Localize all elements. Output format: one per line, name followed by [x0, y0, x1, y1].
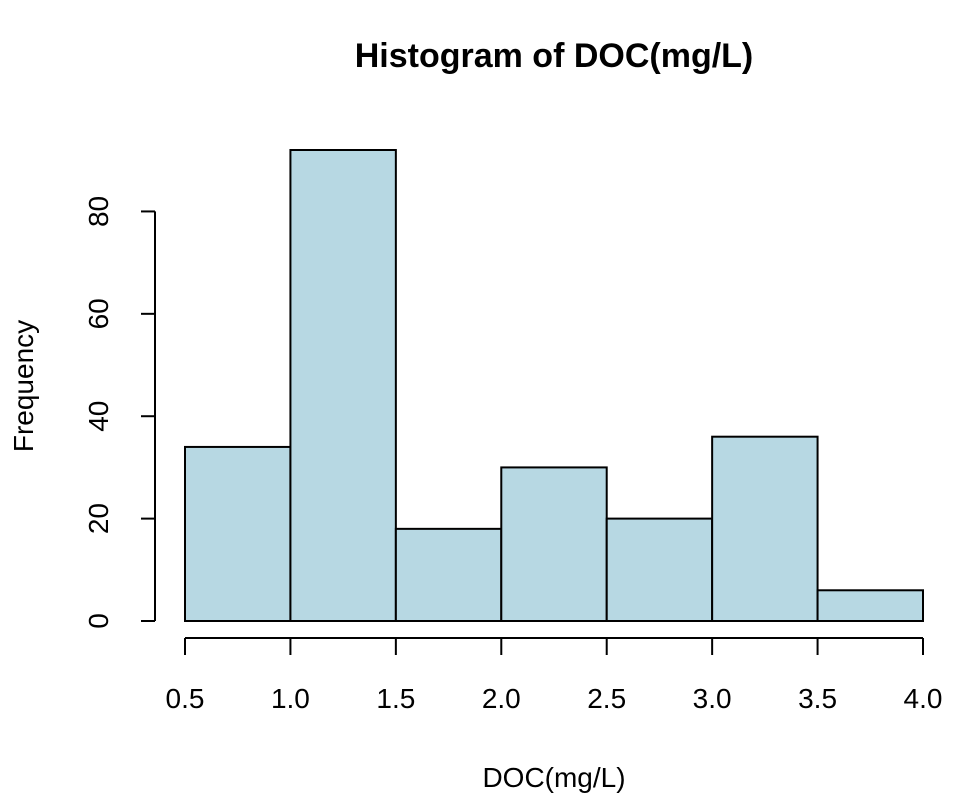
histogram-bar-6 [711, 435, 819, 622]
y-tick-label: 40 [83, 401, 114, 432]
x-tick-label: 2.0 [482, 683, 521, 714]
y-tick-label: 80 [83, 196, 114, 227]
chart-title: Histogram of DOC(mg/L) [355, 37, 754, 75]
x-tick-label: 4.0 [904, 683, 943, 714]
x-axis-label: DOC(mg/L) [482, 762, 625, 793]
x-tick-label: 0.5 [166, 683, 205, 714]
x-tick-label: 1.5 [376, 683, 415, 714]
y-tick-label: 20 [83, 503, 114, 534]
y-tick-label: 0 [83, 613, 114, 629]
histogram-bar-1 [184, 445, 292, 622]
histogram-bar-2 [289, 149, 397, 622]
histogram-bar-4 [500, 466, 608, 623]
x-tick-label: 2.5 [587, 683, 626, 714]
y-axis: 0 20 40 60 80 [83, 196, 156, 629]
y-tick-label: 60 [83, 298, 114, 329]
x-axis: 0.5 1.0 1.5 2.0 2.5 3.0 3.5 4.0 [166, 637, 943, 714]
histogram-bar-3 [394, 527, 503, 623]
x-tick-label: 1.0 [271, 683, 310, 714]
bars-group [184, 149, 924, 623]
x-tick-label: 3.5 [798, 683, 837, 714]
x-tick-label: 3.0 [693, 683, 732, 714]
histogram-bar-7 [816, 589, 924, 622]
histogram-bar-5 [605, 517, 714, 623]
y-axis-label: Frequency [8, 320, 39, 452]
